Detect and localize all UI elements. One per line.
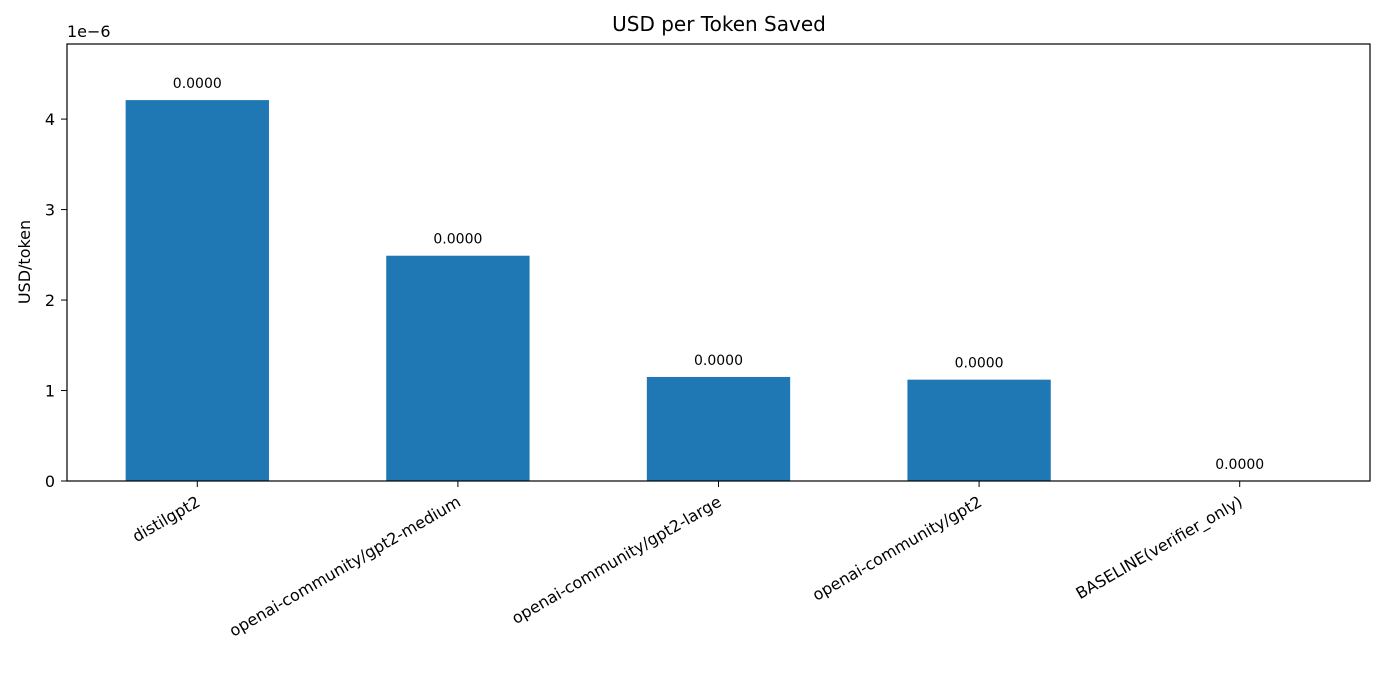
x-axis: distilgpt2 openai-community/gpt2-medium op… [129, 481, 1246, 640]
y-axis-label: USD/token [15, 220, 34, 304]
x-tick-label: openai-community/gpt2-medium [226, 492, 464, 640]
y-scale-label: 1e−6 [67, 22, 111, 41]
data-label: 0.0000 [173, 76, 222, 92]
bar [907, 379, 1051, 481]
x-tick-label: openai-community/gpt2 [809, 492, 985, 605]
bars-group [125, 100, 1051, 481]
bar [125, 100, 269, 481]
data-label: 0.0000 [1215, 457, 1264, 473]
data-label: 0.0000 [694, 353, 743, 369]
plot-frame [66, 43, 1371, 482]
x-tick-label: BASELINE(verifier_only) [1072, 492, 1246, 604]
data-label: 0.0000 [433, 232, 482, 248]
y-tick-label: 2 [45, 291, 55, 310]
chart-title: USD per Token Saved [612, 12, 826, 36]
y-axis: 0 1 2 3 4 [45, 110, 67, 491]
y-tick-label: 1 [45, 382, 55, 401]
data-labels-group: 0.0000 0.0000 0.0000 0.0000 0.0000 [173, 76, 1264, 473]
bar [646, 376, 791, 481]
data-label: 0.0000 [955, 356, 1004, 372]
x-tick-label: distilgpt2 [129, 492, 203, 546]
bar [386, 255, 530, 481]
y-tick-label: 4 [45, 110, 55, 129]
y-tick-label: 0 [45, 472, 55, 491]
x-tick-label: openai-community/gpt2-large [508, 492, 724, 628]
y-tick-label: 3 [45, 201, 55, 220]
